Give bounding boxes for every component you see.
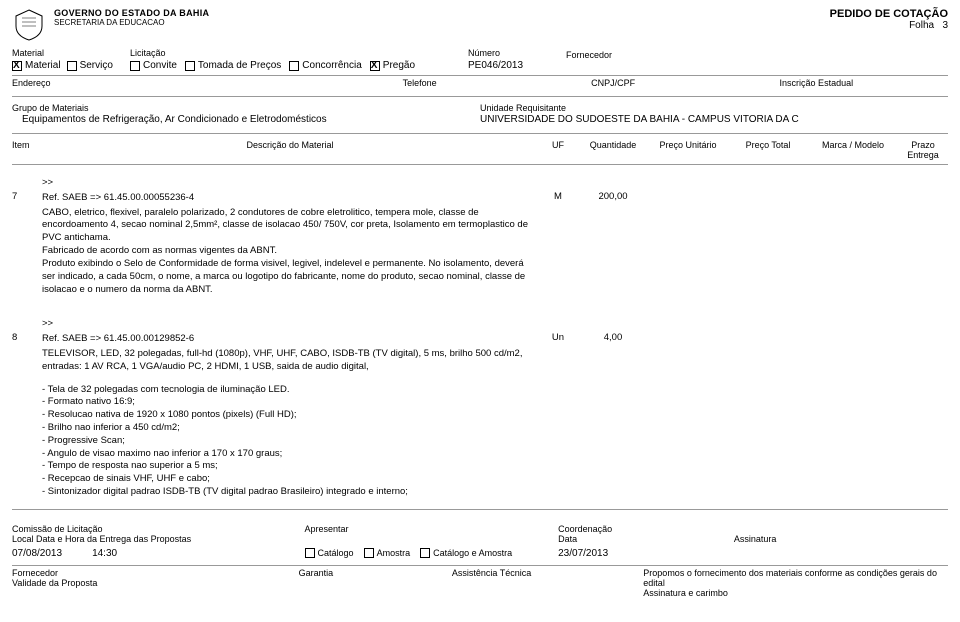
checkbox-pregao[interactable] — [370, 61, 380, 71]
numero-value: PE046/2013 — [468, 60, 558, 71]
item-desc: TELEVISOR, LED, 32 polegadas, full-hd (1… — [42, 348, 528, 374]
item-qt: 4,00 — [578, 318, 648, 373]
item-qt: 200,00 — [578, 177, 648, 296]
fornecedor-footer-label: Fornecedor — [12, 568, 279, 578]
item-uf: Un — [538, 318, 578, 373]
checkbox-concorrencia[interactable] — [289, 61, 299, 71]
footer-time1: 14:30 — [92, 548, 117, 559]
item-desc: CABO, eletrico, flexivel, paralelo polar… — [42, 207, 528, 297]
checkbox-amostra-label: Amostra — [377, 548, 411, 558]
checkbox-concorrencia-label: Concorrência — [302, 60, 361, 71]
checkbox-servico-label: Serviço — [80, 60, 113, 71]
checkbox-tomada[interactable] — [185, 61, 195, 71]
assinatura-label: Assinatura — [734, 534, 948, 544]
fornecedor-label: Fornecedor — [566, 50, 948, 60]
material-label: Material — [12, 48, 122, 58]
checkbox-cat-amostra-label: Catálogo e Amostra — [433, 548, 512, 558]
gov-block: GOVERNO DO ESTADO DA BAHIA SECRETARIA DA… — [54, 8, 209, 42]
grupo-label: Grupo de Materiais — [12, 103, 480, 113]
unidade-value: UNIVERSIDADE DO SUDOESTE DA BAHIA - CAMP… — [480, 114, 948, 125]
doc-title-block: PEDIDO DE COTAÇÃO Folha 3 — [830, 8, 948, 42]
footer-date1: 07/08/2013 — [12, 548, 62, 559]
carimbo-text: Assinatura e carimbo — [643, 588, 948, 598]
item-ref: Ref. SAEB => 61.45.00.00129852-6 — [42, 333, 528, 346]
telefone-label: Telefone — [403, 78, 571, 88]
data-label: Data — [558, 534, 714, 544]
item-num: 8 — [12, 318, 42, 373]
item8-specs: - Tela de 32 polegadas com tecnologia de… — [12, 384, 948, 499]
folha-num: 3 — [942, 20, 948, 31]
checkbox-catalogo-label: Catálogo — [318, 548, 354, 558]
checkbox-amostra[interactable] — [364, 548, 374, 558]
licitacao-label: Licitação — [130, 48, 460, 58]
checkbox-convite[interactable] — [130, 61, 140, 71]
item-num: 7 — [12, 177, 42, 296]
table-row: 8 >> Ref. SAEB => 61.45.00.00129852-6 TE… — [12, 318, 948, 373]
garantia-label: Garantia — [299, 568, 432, 578]
checkbox-material[interactable] — [12, 61, 22, 71]
col-pe: Prazo Entrega — [898, 140, 948, 160]
col-desc: Descrição do Material — [42, 140, 538, 160]
inscricao-label: Inscrição Estadual — [780, 78, 948, 88]
numero-label: Número — [468, 48, 558, 58]
coordenacao-label: Coordenação — [558, 524, 714, 534]
checkbox-pregao-label: Pregão — [383, 60, 415, 71]
checkbox-material-label: Material — [25, 60, 61, 71]
checkbox-catalogo[interactable] — [305, 548, 315, 558]
folha-label: Folha — [909, 20, 934, 31]
doc-title: PEDIDO DE COTAÇÃO — [830, 8, 948, 20]
col-qt: Quantidade — [578, 140, 648, 160]
gov-line2: SECRETARIA DA EDUCACAO — [54, 18, 209, 27]
col-uf: UF — [538, 140, 578, 160]
apresentar-label: Apresentar — [305, 524, 539, 534]
gov-line1: GOVERNO DO ESTADO DA BAHIA — [54, 8, 209, 18]
checkbox-cat-amostra[interactable] — [420, 548, 430, 558]
cnpj-label: CNPJ/CPF — [591, 78, 759, 88]
validade-label: Validade da Proposta — [12, 578, 279, 588]
propomos-text: Propomos o fornecimento dos materiais co… — [643, 568, 948, 588]
unidade-label: Unidade Requisitante — [480, 103, 948, 113]
item-uf: M — [538, 177, 578, 296]
col-pu: Preço Unitário — [648, 140, 728, 160]
col-item: Item — [12, 140, 42, 160]
table-row: 7 >> Ref. SAEB => 61.45.00.00055236-4 CA… — [12, 177, 948, 296]
item-pre: >> — [42, 318, 528, 331]
assistencia-label: Assistência Técnica — [452, 568, 623, 578]
checkbox-tomada-label: Tomada de Preços — [198, 60, 281, 71]
item-ref: Ref. SAEB => 61.45.00.00055236-4 — [42, 192, 528, 205]
comissao-label: Comissão de Licitação — [12, 524, 285, 534]
local-label: Local Data e Hora da Entrega das Propost… — [12, 534, 285, 544]
checkbox-servico[interactable] — [67, 61, 77, 71]
item-pre: >> — [42, 177, 528, 190]
checkbox-convite-label: Convite — [143, 60, 177, 71]
col-pt: Preço Total — [728, 140, 808, 160]
endereco-label: Endereço — [12, 78, 383, 88]
grupo-value: Equipamentos de Refrigeração, Ar Condici… — [12, 114, 480, 125]
col-mm: Marca / Modelo — [808, 140, 898, 160]
footer-date2: 23/07/2013 — [558, 548, 714, 559]
state-crest-icon — [12, 8, 46, 42]
